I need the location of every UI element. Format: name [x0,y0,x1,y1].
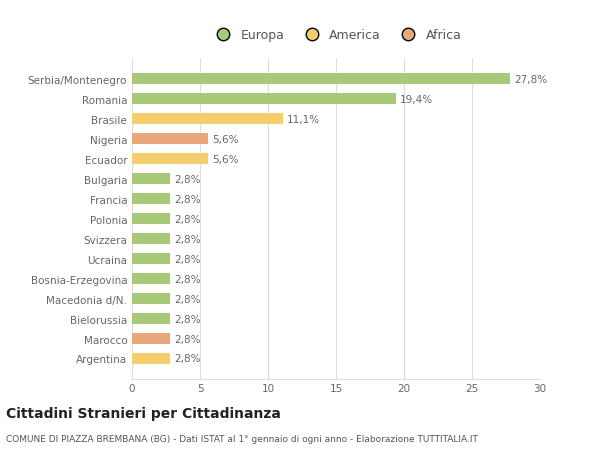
Bar [132,94,396,105]
Legend: Europa, America, Africa: Europa, America, Africa [205,24,467,47]
Bar [132,353,170,364]
Text: 2,8%: 2,8% [174,334,200,344]
Text: 2,8%: 2,8% [174,214,200,224]
Bar [132,274,170,285]
Text: 2,8%: 2,8% [174,294,200,304]
Text: 2,8%: 2,8% [174,194,200,204]
Bar [132,333,170,344]
Bar [132,134,208,145]
Bar [132,234,170,245]
Text: 2,8%: 2,8% [174,314,200,324]
Text: 27,8%: 27,8% [514,75,547,84]
Bar [132,174,170,185]
Text: 5,6%: 5,6% [212,154,239,164]
Bar [132,154,208,165]
Bar [132,253,170,264]
Text: 5,6%: 5,6% [212,134,239,145]
Text: COMUNE DI PIAZZA BREMBANA (BG) - Dati ISTAT al 1° gennaio di ogni anno - Elabora: COMUNE DI PIAZZA BREMBANA (BG) - Dati IS… [6,434,478,443]
Text: 2,8%: 2,8% [174,174,200,185]
Bar [132,293,170,304]
Bar [132,313,170,325]
Text: 11,1%: 11,1% [287,115,320,124]
Text: 2,8%: 2,8% [174,234,200,244]
Bar [132,74,510,85]
Bar [132,194,170,205]
Text: 2,8%: 2,8% [174,354,200,364]
Text: Cittadini Stranieri per Cittadinanza: Cittadini Stranieri per Cittadinanza [6,406,281,420]
Text: 19,4%: 19,4% [400,95,433,105]
Text: 2,8%: 2,8% [174,254,200,264]
Bar [132,114,283,125]
Bar [132,214,170,224]
Text: 2,8%: 2,8% [174,274,200,284]
